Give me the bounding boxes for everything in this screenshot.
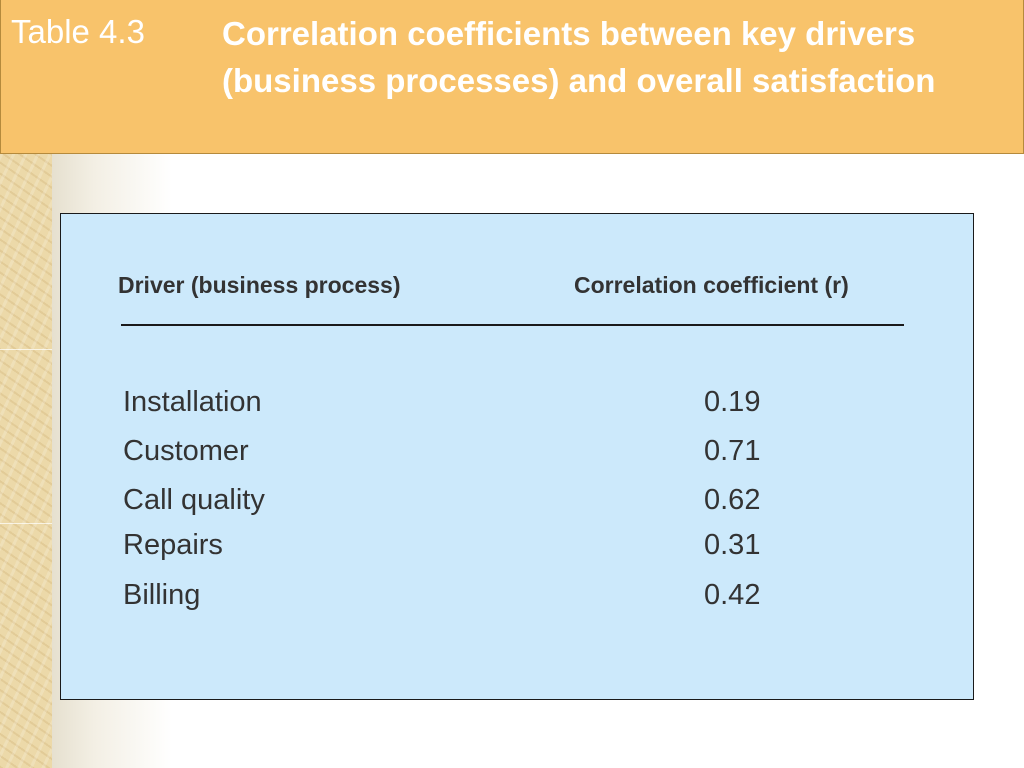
row-value-billing: 0.42 [704,579,761,611]
row-value-installation: 0.19 [704,386,761,418]
row-driver-billing: Billing [123,579,201,611]
table-number: Table 4.3 [11,13,145,50]
column-header-correlation: Correlation coefficient (r) [574,272,849,298]
strip-divider [0,349,52,350]
slide-title: Correlation coefficients between key dri… [222,15,936,99]
row-driver-call-quality: Call quality [123,484,265,516]
row-value-call-quality: 0.62 [704,484,761,516]
header-rule [121,324,904,326]
row-driver-installation: Installation [123,386,262,418]
strip-divider [0,523,52,524]
decorative-side-strip [0,154,52,768]
row-driver-repairs: Repairs [123,529,223,561]
row-driver-customer: Customer [123,435,249,467]
column-header-driver: Driver (business process) [118,272,401,298]
row-value-repairs: 0.31 [704,529,761,561]
row-value-customer: 0.71 [704,435,761,467]
header-band: Table 4.3 Correlation coefficients betwe… [0,0,1024,154]
table-panel: Driver (business process) Correlation co… [60,213,974,700]
